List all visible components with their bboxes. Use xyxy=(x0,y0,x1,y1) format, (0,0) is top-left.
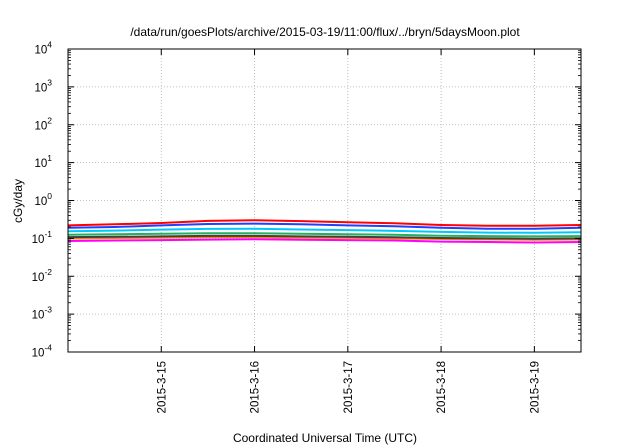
series-line-4 xyxy=(67,232,582,238)
x-tick-label: 2015-3-19 xyxy=(529,361,541,413)
y-axis: 104 103 102 101 100 10-1 10-2 10-3 10-4 xyxy=(32,40,581,360)
y-tick-label: 103 xyxy=(34,77,52,94)
grid xyxy=(68,49,581,352)
series-line-7 xyxy=(67,219,582,227)
x-tick-label: 2015-3-17 xyxy=(343,361,355,413)
x-tick-label: 2015-3-18 xyxy=(436,361,448,413)
y-tick-label: 101 xyxy=(34,153,52,170)
series-layer xyxy=(67,219,582,244)
y-tick-label: 10-2 xyxy=(32,267,53,284)
y-tick-label: 104 xyxy=(34,40,52,57)
y-tick-label: 10-3 xyxy=(32,305,53,322)
series-line-6 xyxy=(67,222,582,230)
x-axis: 2015-3-15 2015-3-16 2015-3-17 2015-3-18 2015… xyxy=(156,49,541,413)
series-line-1 xyxy=(67,238,582,244)
x-axis-label: Coordinated Universal Time (UTC) xyxy=(233,431,417,445)
x-tick-label: 2015-3-15 xyxy=(156,361,168,413)
y-tick-label: 10-4 xyxy=(32,343,53,360)
y-tick-label: 10-1 xyxy=(32,229,53,246)
y-tick-label: 100 xyxy=(34,191,52,208)
series-line-5 xyxy=(67,227,582,234)
chart-title: /data/run/goesPlots/archive/2015-03-19/1… xyxy=(130,25,520,39)
x-tick-label: 2015-3-16 xyxy=(250,361,262,413)
y-axis-label: cGy/day xyxy=(11,179,25,223)
plot-frame xyxy=(67,48,582,353)
y-tick-label: 102 xyxy=(34,115,52,132)
series-line-3 xyxy=(67,234,582,240)
